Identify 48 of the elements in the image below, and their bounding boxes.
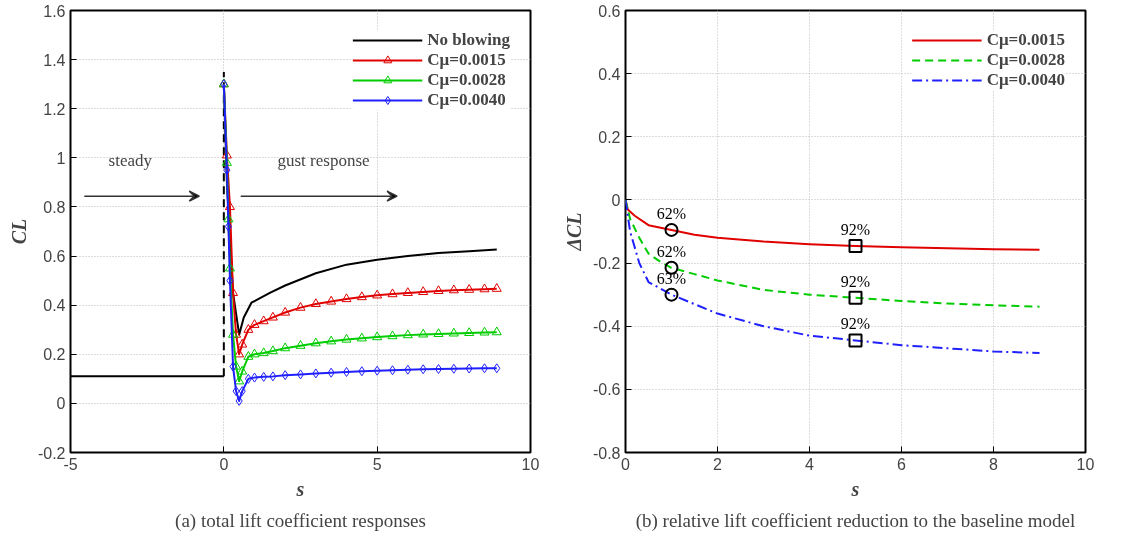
annotation: 62% (656, 204, 687, 222)
y-tick-label: 0.6 (598, 2, 621, 20)
y-tick-label: -0.4 (592, 318, 621, 336)
y-tick-label: 1.4 (43, 51, 66, 69)
x-axis-title: s (850, 477, 860, 500)
legend-label: Cμ=0.0028 (427, 70, 506, 90)
y-tick-label: 0.6 (43, 248, 66, 266)
x-tick-label: 0 (219, 455, 229, 473)
annotation: 92% (840, 221, 871, 239)
y-tick-label: 0.4 (43, 297, 66, 315)
x-tick-label: 6 (897, 455, 907, 473)
y-tick-label: -0.6 (592, 381, 621, 399)
legend-label: Cμ=0.0040 (986, 70, 1065, 90)
legend-label: Cμ=0.0028 (986, 50, 1065, 70)
text: (a) total lift coefficient responses (175, 509, 426, 532)
y-tick-label: -0.8 (592, 444, 621, 462)
y-tick-label: 1.2 (43, 100, 66, 118)
y-axis-title: CL (7, 218, 30, 245)
annotation: gust response (277, 150, 370, 170)
x-axis-title: s (295, 477, 305, 500)
annotation: 63% (656, 269, 687, 287)
y-tick-label: 1.6 (43, 2, 66, 20)
y-tick-label: 0.8 (43, 198, 66, 216)
y-tick-label: 0 (56, 395, 66, 413)
y-tick-label: 0.4 (598, 65, 621, 83)
annotation: 92% (840, 315, 871, 333)
x-tick-label: 10 (521, 455, 540, 473)
x-tick-label: 4 (805, 455, 815, 473)
x-tick-label: 5 (372, 455, 382, 473)
text: (b) relative lift coefficient reduction to the baseline model (635, 509, 1076, 532)
legend-label: Cμ=0.0015 (986, 30, 1065, 50)
y-tick-label: 0 (611, 191, 621, 209)
annotation: 62% (656, 242, 687, 260)
x-tick-label: 2 (713, 455, 723, 473)
legend-label: Cμ=0.0040 (427, 90, 506, 110)
y-axis-title: ΔCL (562, 212, 585, 252)
annotation: steady (108, 150, 153, 170)
x-tick-label: 8 (989, 455, 999, 473)
x-tick-label: 10 (1076, 455, 1095, 473)
x-tick-label: -5 (63, 455, 78, 473)
annotation: 92% (840, 272, 871, 290)
y-tick-label: 0.2 (43, 346, 66, 364)
legend-label: Cμ=0.0015 (427, 50, 506, 70)
legend-label: No blowing (427, 30, 510, 50)
y-tick-label: -0.2 (37, 444, 66, 462)
y-tick-label: 0.2 (598, 128, 621, 146)
y-tick-label: 1 (56, 149, 66, 167)
y-tick-label: -0.2 (592, 255, 621, 273)
